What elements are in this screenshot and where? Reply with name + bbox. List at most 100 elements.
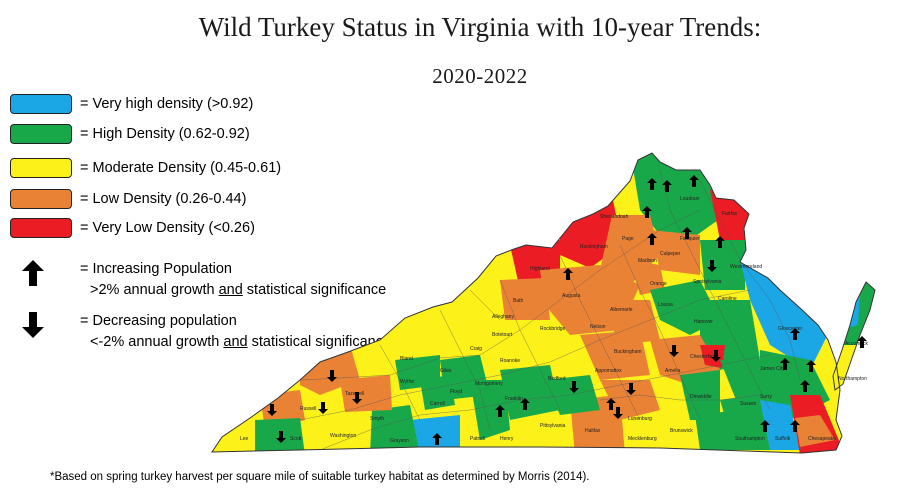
down-arrow-icon	[613, 407, 623, 419]
map-subtitle-years: 2020-2022	[432, 64, 528, 88]
county-label: Scott	[290, 436, 302, 442]
county-label: Smyth	[370, 416, 384, 422]
county-name-labels: Shenandoah Rockingham Page Madison Orang…	[240, 196, 869, 444]
county-label: Rockbridge	[540, 326, 566, 332]
up-arrow-icon	[780, 358, 790, 370]
down-arrow-icon	[711, 350, 721, 362]
legend-label-increasing: = Increasing Population	[80, 261, 232, 277]
legend-label-high: = High Density (0.62-0.92)	[80, 126, 250, 142]
county-label: Appomattox	[595, 368, 622, 374]
up-arrow-icon	[662, 180, 672, 192]
up-arrow-icon	[520, 398, 530, 410]
county-label: Caroline	[718, 296, 737, 302]
county-label: Washington	[330, 433, 356, 439]
legend-item-very-high: = Very high density (>0.92)	[10, 92, 253, 116]
county-label: Highland	[530, 266, 550, 272]
county-label: Chesterfield	[690, 354, 717, 360]
up-arrow-icon	[806, 360, 816, 372]
legend-text-increasing: = Increasing Population >2% annual growt…	[80, 259, 386, 301]
legend-item-moderate: = Moderate Density (0.45-0.61)	[10, 156, 281, 180]
legend-item-high: = High Density (0.62-0.92)	[10, 122, 250, 146]
county-label: Page	[622, 236, 634, 242]
county-label: Bedford	[548, 376, 566, 382]
legend-label-very-high: = Very high density (>0.92)	[80, 96, 254, 112]
county-label: Nelson	[590, 324, 606, 330]
legend-swatch-very-high	[10, 94, 72, 114]
up-arrow-icon	[647, 178, 657, 190]
county-label: Albemarle	[610, 307, 633, 313]
county-label: Louisa	[658, 302, 673, 308]
county-label: Shenandoah	[600, 214, 629, 220]
county-label: Buckingham	[614, 349, 642, 355]
up-arrow-icon	[22, 260, 44, 286]
county-label: Southampton	[735, 436, 765, 442]
legend-label-decreasing: = Decreasing population	[80, 313, 237, 329]
county-label: Hanover	[694, 319, 713, 325]
county-label: Augusta	[562, 293, 581, 299]
county-label: Craig	[470, 346, 482, 352]
county-label: Lunenburg	[628, 416, 652, 422]
down-arrow-icon	[669, 345, 679, 357]
legend-swatch-very-low	[10, 218, 72, 238]
down-arrow-icon	[276, 431, 286, 443]
legend-label-moderate: = Moderate Density (0.45-0.61)	[80, 160, 282, 176]
up-arrow-icon	[790, 328, 800, 340]
down-arrow-icon	[569, 381, 579, 393]
legend-swatch-low	[10, 189, 72, 209]
down-arrow-icon	[707, 260, 717, 272]
county-label: Surry	[760, 394, 772, 400]
county-label: Floyd	[450, 389, 462, 395]
county-label: Northampton	[838, 376, 867, 382]
legend-item-very-low: = Very Low Density (<0.26)	[10, 216, 255, 240]
up-arrow-icon	[642, 206, 652, 218]
up-arrow-icon	[857, 336, 867, 348]
county-label: Suffolk	[775, 436, 791, 442]
county-label: Carroll	[430, 401, 445, 407]
county-label: Henry	[500, 436, 514, 442]
county-label: Lee	[240, 436, 249, 442]
up-arrow-icon	[689, 175, 699, 187]
eastern-shore-outline	[832, 281, 876, 391]
down-arrow-icon	[352, 392, 362, 404]
county-label: Bland	[400, 356, 413, 362]
virginia-outline	[211, 152, 843, 454]
county-label: Roanoke	[500, 358, 520, 364]
trend-arrows	[267, 175, 867, 445]
down-arrow-icon	[626, 383, 636, 395]
mainland-counties	[212, 153, 842, 453]
legend-detail-decreasing: <-2% annual growth and statistical signi…	[90, 334, 392, 350]
legend-text-decreasing: = Decreasing population <-2% annual grow…	[80, 311, 391, 353]
county-label: Giles	[440, 368, 452, 374]
county-label: Gloucester	[778, 326, 803, 332]
map-title: Wild Turkey Status in Virginia with 10-y…	[198, 12, 762, 42]
county-label: Mecklenburg	[628, 436, 657, 442]
county-label: Westmoreland	[730, 264, 762, 270]
county-label: Sussex	[740, 401, 757, 407]
down-arrow-icon	[327, 370, 337, 382]
legend-item-low: = Low Density (0.26-0.44)	[10, 187, 246, 211]
up-arrow-icon	[715, 236, 725, 248]
legend-swatch-high	[10, 124, 72, 144]
county-label: James City	[760, 366, 785, 372]
legend-swatch-moderate	[10, 158, 72, 178]
county-label: Rockingham	[580, 244, 608, 250]
county-label: Halifax	[585, 428, 601, 434]
county-label: Grayson	[390, 438, 409, 444]
county-label: Dinwiddie	[690, 394, 712, 400]
up-arrow-icon	[790, 420, 800, 432]
legend-detail-increasing: >2% annual growth and statistical signif…	[90, 282, 387, 298]
county-label: Loudoun	[680, 196, 700, 202]
county-label: Fauquier	[680, 236, 700, 242]
county-label: Montgomery	[475, 381, 503, 387]
county-label: Chesapeake	[808, 436, 836, 442]
county-label: Spotsylvania	[693, 279, 722, 285]
legend-label-very-low: = Very Low Density (<0.26)	[80, 220, 255, 236]
county-label: Pittsylvania	[540, 423, 566, 429]
up-arrow-icon	[606, 398, 616, 410]
county-label: Botetourt	[492, 332, 513, 338]
down-arrow-icon	[267, 404, 277, 416]
up-arrow-icon	[563, 268, 573, 280]
county-label: Alleghany	[492, 314, 514, 320]
county-label: Russell	[300, 406, 316, 412]
county-label: Fairfax	[722, 211, 738, 217]
